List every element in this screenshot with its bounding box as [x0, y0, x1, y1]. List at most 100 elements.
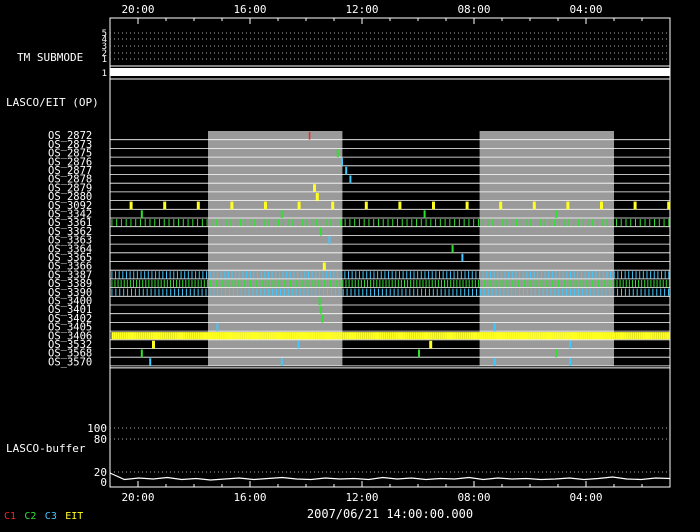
dense-event-mark [391, 279, 393, 288]
dense-event-mark [138, 332, 141, 340]
dense-event-mark [219, 332, 222, 340]
dense-event-mark [419, 332, 422, 340]
dense-event-mark [620, 219, 622, 227]
dense-event-mark [564, 332, 567, 340]
dense-event-mark [225, 288, 227, 296]
dense-event-mark [256, 288, 258, 296]
dense-event-mark [140, 332, 143, 340]
dense-event-mark [407, 332, 410, 340]
dense-event-mark [431, 279, 433, 288]
dense-event-mark [174, 288, 176, 296]
dense-event-mark [487, 279, 489, 288]
dense-event-mark [635, 219, 636, 227]
dense-event-mark [460, 332, 463, 340]
dense-event-mark [323, 279, 325, 288]
dense-event-mark [535, 219, 537, 227]
dense-event-mark [187, 219, 189, 227]
dense-event-mark [626, 332, 629, 340]
dense-event-mark [185, 279, 187, 288]
dense-event-mark [130, 219, 132, 227]
dense-event-mark [267, 271, 269, 279]
dense-event-mark [297, 219, 299, 227]
dense-event-mark [166, 288, 168, 296]
dense-event-mark [170, 332, 173, 340]
dense-event-mark [209, 271, 211, 279]
dense-event-mark [526, 271, 528, 279]
dense-event-mark [301, 332, 304, 340]
dense-event-mark [585, 332, 588, 340]
dense-event-mark [273, 219, 275, 227]
dense-event-mark [302, 279, 304, 288]
time-tick-label-top: 04:00 [569, 3, 602, 16]
dense-event-mark [166, 332, 169, 340]
dense-event-mark [122, 271, 124, 279]
dense-event-mark [253, 271, 255, 279]
dense-event-mark [376, 279, 378, 288]
dense-event-mark [317, 279, 319, 288]
dense-event-mark [570, 279, 572, 288]
event-mark [315, 192, 319, 201]
time-tick-label-top: 08:00 [457, 3, 490, 16]
dense-event-mark [389, 332, 392, 340]
dense-event-mark [340, 271, 342, 279]
dense-event-mark [579, 332, 582, 340]
event-mark [149, 358, 152, 366]
dense-event-mark [315, 271, 317, 279]
dense-event-mark [221, 332, 224, 340]
dense-event-mark [250, 332, 253, 340]
dense-event-mark [585, 288, 587, 296]
dense-event-mark [551, 271, 553, 279]
dense-event-mark [216, 271, 218, 279]
dense-event-mark [482, 219, 484, 227]
dense-event-mark [621, 288, 622, 296]
dense-event-mark [617, 288, 619, 296]
dense-event-mark [206, 219, 208, 227]
dense-event-mark [526, 332, 529, 340]
tm-submode-active-level: 1 [102, 69, 107, 79]
dense-event-mark [479, 288, 481, 296]
dense-event-mark [436, 332, 439, 340]
dense-event-mark [289, 271, 291, 279]
dense-event-mark [473, 219, 475, 227]
dense-event-mark [149, 219, 151, 227]
dense-event-mark [468, 288, 470, 296]
dense-event-mark [207, 332, 210, 340]
dense-event-mark [220, 219, 222, 227]
dense-event-mark [539, 219, 541, 227]
dense-event-mark [544, 332, 547, 340]
dense-event-mark [499, 288, 501, 296]
dense-event-mark [613, 288, 615, 296]
dense-event-mark [464, 271, 466, 279]
dense-event-mark [601, 288, 603, 296]
dense-event-mark [425, 279, 427, 288]
dense-event-mark [350, 332, 353, 340]
dense-event-mark [118, 271, 120, 279]
dense-event-mark [615, 219, 617, 227]
dense-event-mark [490, 279, 492, 288]
dense-event-mark [566, 332, 569, 340]
event-mark [331, 201, 335, 210]
dense-event-mark [150, 288, 152, 296]
dense-event-mark [598, 279, 600, 288]
dense-event-mark [234, 279, 236, 288]
dense-event-mark [430, 332, 433, 340]
dense-event-mark [357, 279, 359, 288]
dense-event-mark [119, 332, 122, 340]
dense-event-mark [417, 332, 420, 340]
dense-event-mark [657, 271, 659, 279]
dense-event-mark [369, 271, 371, 279]
dense-event-mark [566, 288, 568, 296]
dense-event-mark [180, 332, 182, 340]
dense-event-mark [656, 279, 658, 288]
dense-event-mark [511, 219, 513, 227]
dense-event-mark [268, 332, 271, 340]
dense-event-mark [318, 271, 320, 279]
dense-event-mark [549, 219, 551, 227]
dense-event-mark [554, 332, 557, 340]
dense-event-mark [605, 332, 608, 340]
dense-event-mark [129, 279, 131, 288]
event-mark [364, 201, 368, 210]
event-mark [320, 306, 322, 314]
dense-event-mark [442, 332, 445, 340]
event-mark [140, 210, 143, 218]
